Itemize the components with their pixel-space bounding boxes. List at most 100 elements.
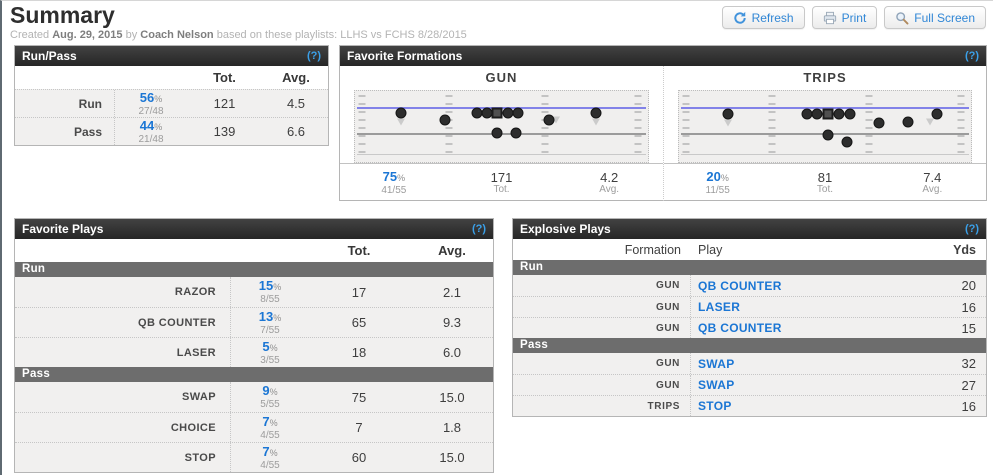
formation-tot-stat: 81 Tot. bbox=[771, 171, 878, 195]
player-center-marker bbox=[822, 108, 834, 120]
table-row: SWAP 9% 5/55 75 15.0 bbox=[15, 382, 493, 412]
pct-link[interactable]: 7% bbox=[262, 443, 278, 459]
yds-value: 32 bbox=[961, 356, 976, 371]
player-dot bbox=[590, 107, 602, 119]
pct-link[interactable]: 44% bbox=[139, 117, 163, 133]
refresh-button[interactable]: Refresh bbox=[721, 6, 805, 29]
formation-stats: 75% 41/55 171 Tot. 4.2 Avg. bbox=[340, 163, 663, 201]
avg-value: 15.0 bbox=[439, 450, 465, 465]
play-link[interactable]: SWAP bbox=[698, 356, 735, 371]
tot-value: 65 bbox=[351, 315, 367, 330]
tot-column-header: Tot. bbox=[213, 70, 236, 85]
formation-field-diagram bbox=[354, 90, 649, 163]
pct-link[interactable]: 7% bbox=[262, 413, 278, 429]
help-link[interactable]: (?) bbox=[306, 50, 321, 62]
panel-title: Favorite Plays bbox=[22, 222, 104, 236]
pct-link[interactable]: 20% bbox=[706, 168, 729, 184]
pct-fraction: 27/48 bbox=[138, 105, 164, 117]
play-link[interactable]: STOP bbox=[698, 399, 732, 413]
author-name: Coach Nelson bbox=[140, 29, 214, 41]
pct-fraction: 3/55 bbox=[260, 354, 280, 366]
pct-link[interactable]: 15% bbox=[258, 278, 282, 293]
pct-link[interactable]: 56% bbox=[139, 89, 163, 105]
magnifier-icon bbox=[896, 11, 909, 24]
hash-marks bbox=[541, 95, 549, 158]
tot-value: 171 bbox=[490, 169, 513, 185]
pct-cell: 15% 8/55 bbox=[231, 279, 309, 305]
help-link[interactable]: (?) bbox=[964, 223, 979, 235]
pct-cell: 9% 5/55 bbox=[231, 384, 309, 410]
tot-value: 17 bbox=[351, 284, 367, 300]
pct-cell: 5% 3/55 bbox=[231, 340, 309, 366]
favorite-plays-panel: Favorite Plays (?) Tot. Avg. Run RAZOR 1… bbox=[14, 218, 494, 473]
help-link[interactable]: (?) bbox=[964, 50, 979, 62]
player-dot bbox=[844, 108, 856, 120]
pct-fraction: 5/55 bbox=[260, 399, 280, 410]
explosive-plays-panel: Explosive Plays (?) Formation Play Yds R… bbox=[512, 218, 987, 417]
pct-fraction: 8/55 bbox=[260, 294, 280, 305]
player-dot bbox=[543, 114, 555, 126]
pct-link[interactable]: 13% bbox=[258, 308, 282, 324]
run-pass-rows: Run 56% 27/48 121 4.5 Pass 44% 21/48 139… bbox=[15, 89, 328, 145]
hash-marks bbox=[957, 95, 965, 158]
formation-pct-stat: 20% 11/55 bbox=[664, 170, 771, 196]
pct-link[interactable]: 9% bbox=[262, 383, 278, 398]
yds-value: 15 bbox=[961, 320, 976, 336]
table-row: GUN QB COUNTER 15 bbox=[513, 317, 986, 338]
panel-title: Favorite Formations bbox=[347, 49, 463, 63]
explosive-plays-panel-header: Explosive Plays (?) bbox=[513, 219, 986, 239]
table-row: Pass 44% 21/48 139 6.6 bbox=[15, 117, 328, 145]
row-label: Pass bbox=[15, 118, 115, 145]
play-name: RAZOR bbox=[15, 277, 231, 307]
fullscreen-button[interactable]: Full Screen bbox=[884, 6, 986, 29]
play-name: SWAP bbox=[15, 382, 231, 412]
avg-value: 9.3 bbox=[442, 315, 462, 330]
tot-label: Tot. bbox=[816, 183, 834, 195]
explosive-plays-column-headers: Formation Play Yds bbox=[513, 239, 986, 260]
help-link[interactable]: (?) bbox=[471, 223, 486, 235]
player-dot bbox=[931, 108, 943, 120]
table-row: STOP 7% 4/55 60 15.0 bbox=[15, 442, 493, 472]
tot-label: Tot. bbox=[493, 183, 510, 195]
hash-marks bbox=[682, 95, 690, 158]
explosive-plays-sections: Run GUN QB COUNTER 20 GUN LASER 16 GUN Q… bbox=[513, 260, 986, 416]
formation-stats: 20% 11/55 81 Tot. 7.4 Avg. bbox=[664, 163, 986, 201]
play-link[interactable]: QB COUNTER bbox=[698, 321, 782, 335]
favorite-formations-panel-header: Favorite Formations (?) bbox=[340, 46, 986, 66]
play-cell: SWAP bbox=[691, 357, 916, 371]
hash-marks bbox=[865, 95, 873, 158]
row-label: Run bbox=[15, 90, 115, 117]
yds-value: 20 bbox=[961, 278, 976, 293]
table-row: LASER 5% 3/55 18 6.0 bbox=[15, 337, 493, 367]
play-column-header: Play bbox=[698, 242, 723, 257]
formation-name: GUN bbox=[513, 318, 691, 338]
formation-avg-stat: 4.2 Avg. bbox=[555, 171, 663, 195]
formation-name: GUN bbox=[513, 353, 691, 374]
hash-marks bbox=[768, 95, 776, 158]
created-label: Created bbox=[10, 29, 50, 41]
player-dot bbox=[439, 114, 451, 126]
avg-value: 4.5 bbox=[286, 96, 306, 111]
avg-value: 1.8 bbox=[442, 420, 462, 435]
avg-column-header: Avg. bbox=[282, 70, 310, 85]
section-header: Run bbox=[513, 260, 986, 275]
play-cell: QB COUNTER bbox=[691, 321, 916, 335]
player-dot bbox=[491, 127, 503, 139]
play-name: STOP bbox=[15, 443, 231, 472]
scrimmage-line bbox=[681, 107, 969, 109]
pct-cell: 7% 4/55 bbox=[231, 445, 309, 471]
formation-column-header: Formation bbox=[624, 242, 681, 257]
print-button[interactable]: Print bbox=[811, 6, 878, 29]
formation-avg-stat: 7.4 Avg. bbox=[879, 171, 986, 195]
table-row: GUN SWAP 32 bbox=[513, 353, 986, 374]
player-center-marker bbox=[491, 107, 503, 119]
formation-column: TRIPS 20% 11/55 81 Tot. 7.4 Avg. bbox=[663, 66, 986, 201]
play-link[interactable]: LASER bbox=[698, 300, 741, 314]
tot-value: 75 bbox=[351, 389, 367, 405]
table-row: QB COUNTER 13% 7/55 65 9.3 bbox=[15, 307, 493, 337]
pct-link[interactable]: 75% bbox=[382, 168, 406, 184]
formation-name: GUN bbox=[485, 70, 518, 85]
play-link[interactable]: SWAP bbox=[698, 378, 735, 392]
play-link[interactable]: QB COUNTER bbox=[698, 278, 782, 293]
pct-link[interactable]: 5% bbox=[262, 338, 278, 354]
